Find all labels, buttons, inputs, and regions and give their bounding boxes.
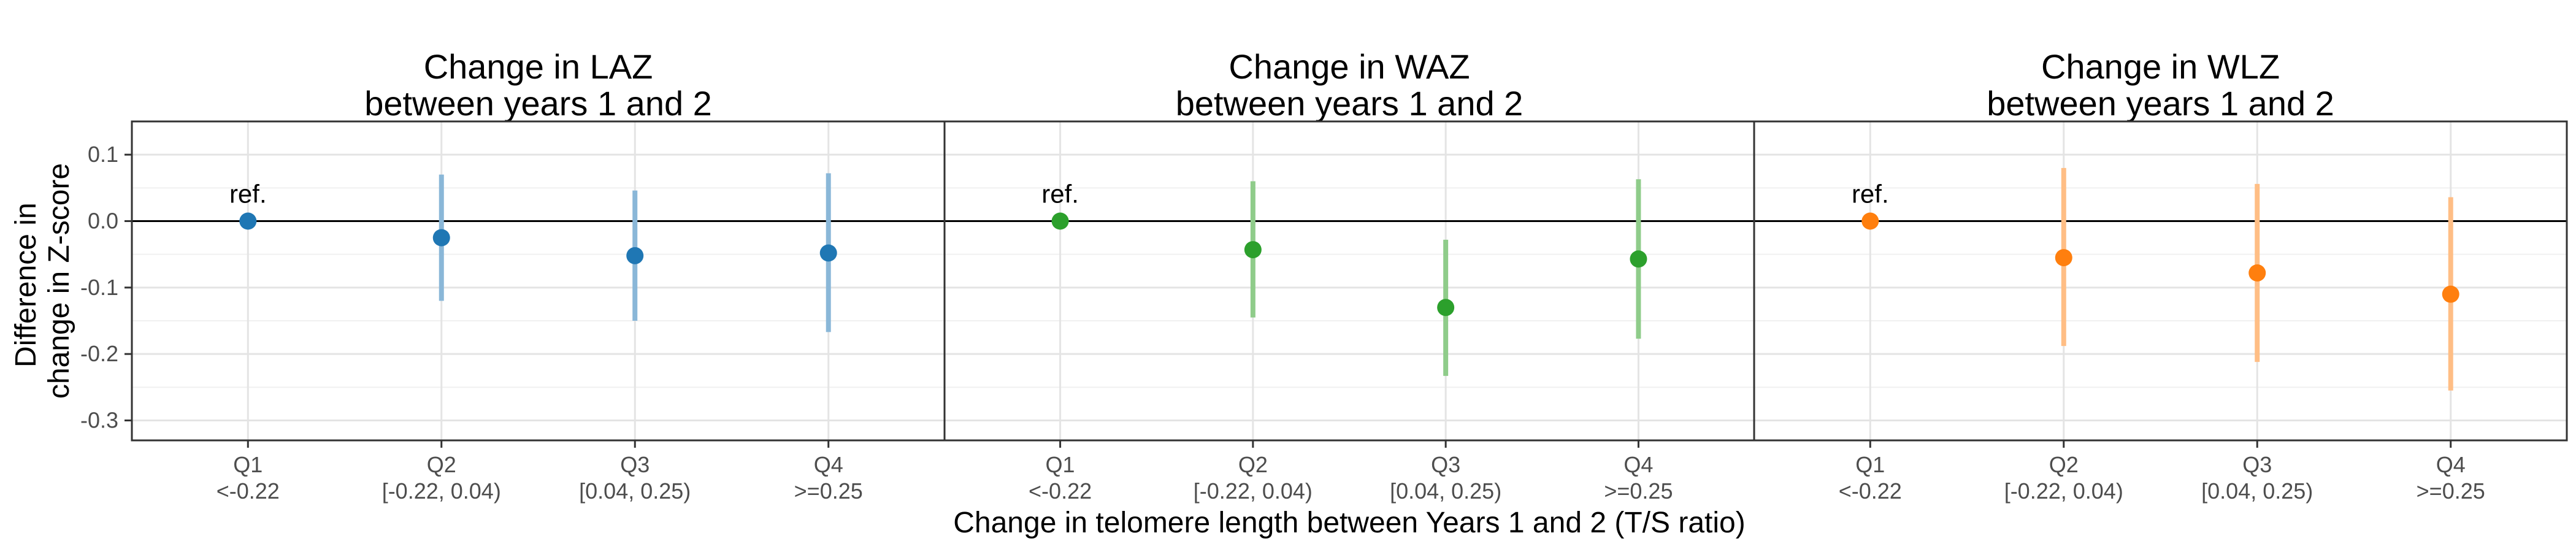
x-tick-label-range: >=0.25 xyxy=(2417,478,2485,504)
point-panel-3-Q1 xyxy=(1861,212,1879,230)
x-tick-label-quartile: Q2 xyxy=(2049,452,2079,477)
x-tick-label-quartile: Q1 xyxy=(1046,452,1075,477)
point-panel-1-Q1 xyxy=(239,212,257,230)
x-tick-label-quartile: Q3 xyxy=(1431,452,1460,477)
panel-title-3-line-1: Change in WLZ xyxy=(2041,47,2280,86)
point-panel-1-Q3 xyxy=(626,247,644,264)
x-tick-label-quartile: Q2 xyxy=(1238,452,1268,477)
x-tick-label-range: [0.04, 0.25) xyxy=(579,478,691,504)
y-axis-title-line-1: Difference in xyxy=(10,202,42,367)
y-axis: 0.1 0.0 -0.1 -0.2 -0.3 xyxy=(80,142,132,433)
panel-title-2-line-2: between years 1 and 2 xyxy=(1176,84,1524,123)
x-tick-label-quartile: Q1 xyxy=(233,452,263,477)
x-tick-label-quartile: Q4 xyxy=(2436,452,2466,477)
grid-lines xyxy=(132,121,2567,440)
y-axis-title-line-2: change in Z-score xyxy=(43,163,75,399)
chart-marks: ref. ref. ref. xyxy=(229,167,2459,391)
y-tick-label: 0.1 xyxy=(88,142,118,167)
x-tick-label-range: <-0.22 xyxy=(217,478,280,504)
point-panel-1-Q4 xyxy=(819,244,837,262)
x-tick-label-range: [0.04, 0.25) xyxy=(1390,478,1501,504)
panel-borders xyxy=(131,120,2568,442)
y-tick-label: 0.0 xyxy=(88,209,118,234)
x-tick-label-range: >=0.25 xyxy=(1604,478,1673,504)
x-axis-title: Change in telomere length between Years … xyxy=(953,507,1745,539)
panel-border-1 xyxy=(131,120,946,442)
y-axis-title: Difference in change in Z-score xyxy=(10,163,75,399)
x-tick-label-range: [-0.22, 0.04) xyxy=(2004,478,2123,504)
ref-label-panel-1: ref. xyxy=(229,180,267,209)
x-tick-label-range: >=0.25 xyxy=(794,478,863,504)
x-tick-label-quartile: Q4 xyxy=(1623,452,1653,477)
point-panel-2-Q3 xyxy=(1437,299,1455,316)
panel-title-2-line-1: Change in WAZ xyxy=(1229,47,1470,86)
x-tick-label-quartile: Q3 xyxy=(2242,452,2272,477)
panel-title-1-line-2: between years 1 and 2 xyxy=(364,84,712,123)
x-tick-label-quartile: Q1 xyxy=(1855,452,1885,477)
panel-border-2 xyxy=(943,120,1755,442)
x-tick-label-range: [-0.22, 0.04) xyxy=(382,478,501,504)
point-panel-3-Q3 xyxy=(2248,264,2266,282)
point-panel-1-Q2 xyxy=(432,229,450,247)
x-tick-label-quartile: Q2 xyxy=(427,452,456,477)
point-panel-3-Q2 xyxy=(2055,249,2072,267)
x-tick-label-range: [-0.22, 0.04) xyxy=(1194,478,1313,504)
panel-border-3 xyxy=(1753,120,2568,442)
x-tick-label-range: [0.04, 0.25) xyxy=(2201,478,2313,504)
x-tick-label-range: <-0.22 xyxy=(1839,478,1902,504)
panel-title-3-line-2: between years 1 and 2 xyxy=(1987,84,2334,123)
point-panel-2-Q1 xyxy=(1051,212,1069,230)
y-tick-label: -0.1 xyxy=(80,275,118,300)
y-tick-label: -0.3 xyxy=(80,408,118,433)
y-tick-label: -0.2 xyxy=(80,341,118,366)
x-tick-label-quartile: Q3 xyxy=(620,452,650,477)
ref-label-panel-2: ref. xyxy=(1041,180,1079,209)
x-tick-label-range: <-0.22 xyxy=(1029,478,1092,504)
point-panel-2-Q4 xyxy=(1630,250,1647,268)
ref-label-panel-3: ref. xyxy=(1852,180,1889,209)
x-tick-label-quartile: Q4 xyxy=(814,452,843,477)
point-panel-3-Q4 xyxy=(2442,285,2459,303)
panel-title-1-line-1: Change in LAZ xyxy=(424,47,653,86)
point-panel-2-Q2 xyxy=(1244,241,1262,259)
